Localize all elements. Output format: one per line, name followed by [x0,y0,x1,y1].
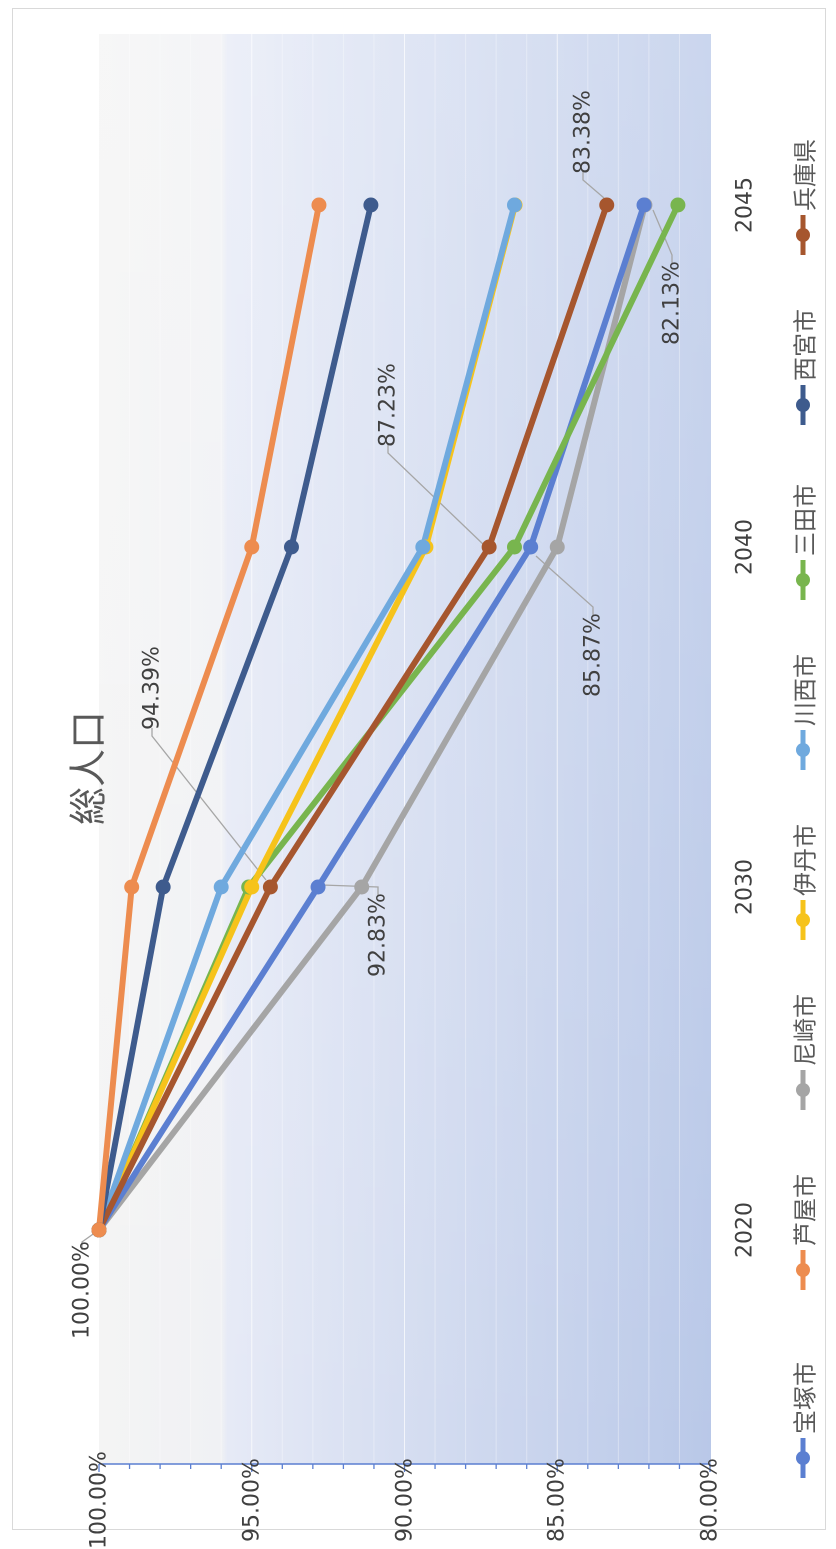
value-axis [98,1463,711,1472]
data-point [244,539,260,555]
annotation-leader [582,172,605,199]
data-point [415,539,431,555]
legend-marker [796,1070,810,1110]
legend-label: 宝塚市 [791,1362,820,1434]
category-tick-label: 2040 [732,519,758,575]
legend-marker [796,730,810,770]
data-point [310,879,326,895]
value-tick-label: 85.00% [544,1458,570,1542]
legend-label: 西宮市 [791,309,820,381]
gridlines [129,34,680,1464]
category-tick-label: 2045 [732,177,758,233]
data-point [506,539,522,555]
data-label: 85.87% [580,613,606,697]
data-label: 94.39% [139,646,165,730]
legend-label: 川西市 [791,654,820,726]
value-tick-label: 100.00% [86,1451,112,1549]
data-label: 92.83% [365,893,391,977]
data-point [213,879,229,895]
legend-marker [796,560,810,600]
annotation-leader [81,1231,97,1250]
value-tick-label: 95.00% [239,1458,265,1542]
value-tick-label: 90.00% [392,1458,417,1542]
data-point [506,197,522,213]
series-line [96,202,648,1233]
series-line [96,202,322,1233]
series-markers [91,197,686,1238]
data-point [311,197,327,213]
data-point [354,879,370,895]
annotation-leaders [81,172,673,1250]
legend-marker [796,1438,810,1478]
series-line [96,202,610,1233]
legend-label: 芦屋市 [791,1174,820,1246]
annotation-leader [535,555,594,615]
data-point [523,539,539,555]
series-line [96,202,648,1233]
data-label: 83.38% [570,90,596,174]
series-lines [96,202,681,1233]
data-point [599,197,615,213]
legend-marker [796,900,810,940]
annotation-leader [387,445,486,547]
legend-label: 兵庫県 [791,139,820,211]
legend-label: 尼崎市 [791,994,820,1066]
legend-label: 三田市 [791,484,820,556]
data-point [636,197,652,213]
data-point [549,539,565,555]
legend-marker [796,385,810,425]
series-line [96,202,518,1233]
data-point [363,197,379,213]
data-label: 87.23% [375,363,401,447]
category-tick-label: 2030 [732,859,758,915]
data-point [670,197,686,213]
annotation-leader [151,728,267,881]
legend-marker [796,1250,810,1290]
legend-marker [796,215,810,255]
legend-label: 伊丹市 [791,824,820,896]
value-tick-label: 80.00% [697,1458,723,1542]
category-tick-label: 2020 [732,1202,758,1258]
data-point [244,879,260,895]
data-point [283,539,299,555]
data-label: 100.00% [69,1241,95,1339]
data-label: 82.13% [659,261,685,345]
data-point [155,879,171,895]
data-point [91,1222,107,1238]
annotation-leader [321,884,379,895]
data-point [124,879,140,895]
chart-title: 総人口 [66,710,111,826]
data-point [262,879,278,895]
series-line [96,202,374,1233]
data-point [481,539,497,555]
annotation-leader [652,209,673,263]
